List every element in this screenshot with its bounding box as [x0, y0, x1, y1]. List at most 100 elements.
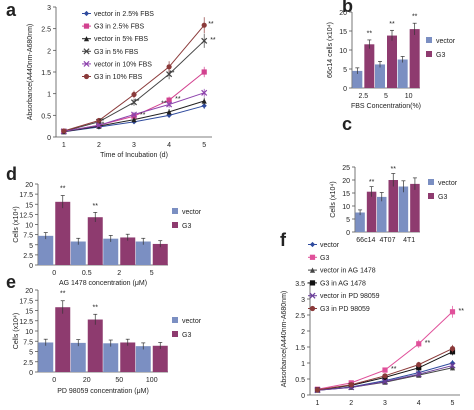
y-tick-label: 0 — [301, 393, 305, 400]
significance-label: ** — [175, 96, 181, 103]
y-tick-label: 12.5 — [19, 319, 33, 326]
point — [309, 305, 316, 312]
y-axis-label: Cells (x10⁴) — [13, 206, 20, 242]
legend-label: vector — [436, 38, 456, 45]
legend-swatch — [426, 37, 432, 43]
point — [201, 89, 208, 96]
significance-label: ** — [412, 14, 418, 21]
y-tick-label: 0 — [29, 370, 33, 377]
y-axis-label: 66c14 cells (x10⁴) — [327, 22, 334, 78]
point — [382, 367, 388, 373]
y-tick-label: 15 — [339, 29, 347, 36]
x-axis-label: FBS Concentration(%) — [351, 103, 421, 110]
point — [130, 99, 138, 106]
x-tick-label: 0.5 — [82, 270, 92, 277]
x-tick-label: 5 — [384, 93, 388, 100]
x-tick-label: 2 — [97, 142, 101, 149]
legend-label: vector — [182, 209, 202, 216]
point — [166, 64, 172, 70]
point — [201, 22, 207, 28]
significance-label: ** — [459, 308, 465, 315]
point — [83, 10, 90, 17]
y-tick-label: 20 — [25, 288, 33, 295]
legend-label: vector — [438, 180, 458, 187]
y-tick-label: 5 — [343, 67, 347, 74]
point — [83, 60, 90, 67]
y-tick-label: 2.5 — [23, 360, 33, 367]
y-tick-label: 2.5 — [23, 253, 33, 260]
significance-label: ** — [367, 31, 373, 38]
y-tick-label: 3 — [301, 297, 305, 304]
x-tick-label: 0 — [52, 270, 56, 277]
y-tick-label: 10 — [25, 329, 33, 336]
significance-label: ** — [425, 340, 431, 347]
significance-label: ** — [210, 37, 216, 44]
y-tick-label: 10 — [339, 48, 347, 55]
legend-swatch — [428, 193, 434, 199]
y-axis-label: Cells (x10⁴) — [13, 313, 20, 349]
x-tick-label: 2 — [117, 270, 121, 277]
x-tick-label: 1 — [316, 400, 320, 407]
panel-label-c: c — [342, 114, 352, 134]
bar-g3 — [87, 217, 103, 265]
legend-label: G3 in AG 1478 — [320, 280, 366, 287]
point — [130, 111, 138, 118]
y-tick-label: 7.5 — [23, 339, 33, 346]
y-tick-label: 1 — [301, 361, 305, 368]
y-tick-label: 10 — [25, 223, 33, 230]
x-axis-label: AG 1478 concentration (μM) — [59, 280, 147, 287]
point — [61, 128, 67, 134]
point — [166, 101, 173, 108]
x-tick-label: 5 — [451, 400, 455, 407]
y-tick-label: 12.5 — [19, 212, 33, 219]
point — [416, 365, 422, 371]
x-tick-label: 5 — [202, 142, 206, 149]
bar-vector — [70, 241, 86, 265]
point — [83, 36, 90, 42]
y-tick-label: 0.5 — [295, 377, 305, 384]
x-tick-label: 50 — [115, 377, 123, 384]
series-g3-in-10-fbs: G3 in 10% FBS — [61, 17, 207, 134]
y-tick-label: 0.5 — [41, 113, 51, 120]
significance-label: ** — [93, 305, 99, 312]
legend-swatch — [426, 51, 432, 57]
point — [309, 280, 316, 286]
significance-label: ** — [60, 186, 66, 193]
panel-label-a: a — [6, 0, 17, 20]
significance-label: ** — [93, 203, 99, 210]
bar-g3 — [120, 342, 136, 372]
chart-a: a 0 0.5 1 1.5 2 2.5 3 1 2 3 4 5 Time of Incubation (d… — [6, 0, 216, 159]
x-tick-label: 5 — [150, 270, 154, 277]
point — [95, 122, 102, 129]
bar-g3 — [388, 180, 398, 232]
point — [83, 23, 90, 29]
y-tick-label: 10 — [342, 204, 350, 211]
series-g3-in-pd-98059: G3 in PD 98059 — [308, 305, 456, 393]
y-axis-label: Absorbance(A440nm-A680nm) — [281, 291, 288, 388]
point — [382, 373, 388, 379]
y-tick-label: 20 — [25, 182, 33, 189]
series-vector-in-10-fbs: vector in 10% FBS — [60, 60, 208, 135]
point — [131, 117, 137, 123]
point — [309, 292, 316, 299]
point — [201, 98, 207, 104]
point — [201, 69, 207, 75]
significance-label: ** — [169, 70, 175, 77]
chart-b: b 0 5 10 15 20 2.5 ** 5 ** 10 ** FBS Concentration(%… — [327, 0, 456, 110]
bar-vector — [38, 235, 54, 265]
y-tick-label: 25 — [342, 165, 350, 172]
y-tick-label: 2.5 — [295, 313, 305, 320]
panel-label-d: d — [6, 164, 17, 184]
x-tick-label: 4 — [167, 142, 171, 149]
legend-swatch — [172, 317, 178, 323]
significance-label: ** — [99, 121, 105, 128]
bar-vector — [38, 342, 54, 372]
x-tick-label: 3 — [383, 400, 387, 407]
legend-label: vector in PD 98059 — [320, 293, 380, 300]
point — [348, 382, 354, 388]
bar-g3 — [55, 201, 71, 265]
legend-swatch — [172, 208, 178, 214]
legend-swatch — [172, 222, 178, 228]
